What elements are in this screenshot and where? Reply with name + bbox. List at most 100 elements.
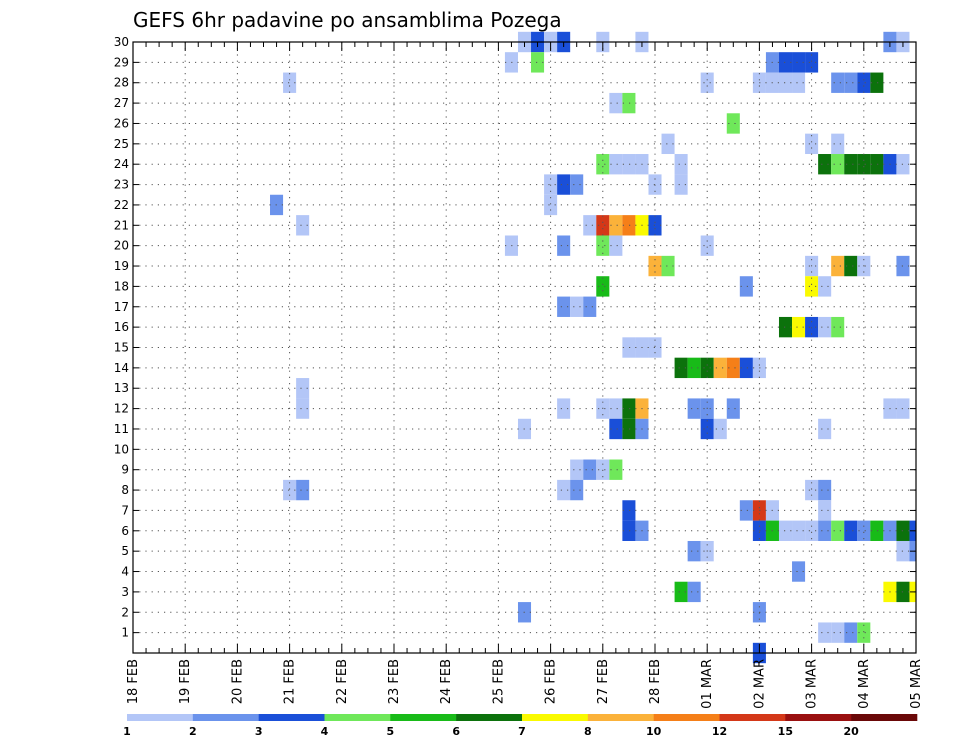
heatmap-cell: [570, 174, 584, 195]
heatmap-cell: [792, 520, 806, 541]
heatmap-cell: [583, 459, 597, 480]
legend-color-swatch: [522, 714, 589, 721]
x-tick-label: 26 FEB: [544, 659, 559, 704]
legend-color-swatch: [324, 714, 391, 721]
legend-color-swatch: [653, 714, 720, 721]
legend-label: 10: [646, 725, 662, 738]
heatmap-cell: [609, 92, 623, 114]
y-tick-label: 26: [114, 116, 129, 130]
heatmap-cell: [557, 479, 571, 501]
heatmap-cell: [818, 622, 832, 643]
y-tick-label: 14: [114, 361, 129, 375]
legend-label: 12: [712, 725, 727, 738]
heatmap-cell: [648, 337, 662, 358]
heatmap-cell: [792, 316, 806, 338]
heatmap-cell: [831, 316, 845, 338]
heatmap-cell: [831, 255, 845, 277]
heatmap-cell: [661, 133, 675, 155]
heatmap-cell: [570, 479, 584, 501]
heatmap-cell: [622, 500, 636, 521]
heatmap-cell: [622, 215, 636, 236]
y-tick-label: 22: [114, 198, 129, 212]
heatmap-cell: [713, 418, 727, 440]
heatmap-cell: [687, 581, 701, 603]
x-tick-label: 18 FEB: [126, 659, 141, 704]
heatmap-cell: [622, 337, 636, 358]
heatmap-cell: [805, 52, 819, 73]
legend-color-swatch: [587, 714, 654, 721]
legend-label: 4: [321, 725, 329, 738]
y-tick-label: 12: [114, 402, 129, 416]
x-tick-label: 01 MAR: [700, 659, 715, 709]
heatmap-cell: [844, 72, 858, 93]
heatmap-cell: [739, 276, 753, 297]
heatmap-cell: [296, 378, 310, 399]
x-tick-label: 20 FEB: [230, 659, 245, 704]
legend-color-swatch: [258, 714, 325, 721]
heatmap-cell: [792, 561, 806, 582]
heatmap-cells: [270, 31, 916, 664]
heatmap-cell: [778, 520, 793, 541]
heatmap-cell: [622, 398, 636, 419]
legend-label: 20: [844, 725, 860, 738]
heatmap-cell: [844, 154, 858, 175]
y-tick-label: 6: [121, 524, 129, 538]
heatmap-cell: [805, 479, 819, 501]
legend-label: 15: [778, 725, 793, 738]
heatmap-cell: [596, 235, 610, 256]
y-tick-label: 17: [114, 300, 129, 314]
legend-color-swatch: [785, 714, 852, 721]
y-tick-label: 27: [114, 96, 129, 110]
heatmap-cell: [844, 622, 858, 643]
heatmap-cell: [687, 398, 701, 419]
heatmap-cell: [674, 174, 688, 195]
heatmap-cell: [622, 418, 636, 440]
legend-label: 5: [387, 725, 395, 738]
heatmap-cell: [648, 215, 662, 236]
heatmap-cell: [831, 72, 845, 93]
heatmap-cell: [818, 316, 832, 338]
heatmap-cell: [648, 174, 662, 195]
legend-color-swatch: [192, 714, 259, 721]
heatmap-cell: [531, 52, 545, 73]
heatmap-cell: [778, 316, 793, 338]
heatmap-cell: [557, 235, 571, 256]
heatmap-cell: [713, 357, 727, 379]
heatmap-cell: [792, 72, 806, 93]
y-tick-label: 10: [114, 442, 129, 456]
y-tick-label: 13: [114, 381, 129, 395]
heatmap-cell: [609, 215, 623, 236]
x-tick-label: 28 FEB: [648, 659, 663, 704]
heatmap-cell: [818, 276, 832, 297]
x-tick-label: 23 FEB: [387, 659, 402, 704]
heatmap-cell: [596, 459, 610, 480]
heatmap-cell: [844, 255, 858, 277]
heatmap-cell: [844, 520, 858, 541]
heatmap-cell: [831, 520, 845, 541]
y-tick-label: 7: [121, 503, 129, 517]
heatmap-cell: [687, 540, 701, 562]
heatmap-cell: [831, 154, 845, 175]
heatmap-cell: [818, 520, 832, 541]
heatmap-cell: [778, 52, 793, 73]
heatmap-cell: [296, 215, 310, 236]
y-tick-label: 19: [114, 259, 129, 273]
legend-label: 6: [452, 725, 460, 738]
y-tick-label: 16: [114, 320, 129, 334]
heatmap-cell: [831, 622, 845, 643]
heatmap-cell: [857, 72, 871, 93]
heatmap-cell: [870, 154, 884, 175]
heatmap-cell: [570, 296, 584, 317]
legend-label: 7: [518, 725, 526, 738]
y-tick-label: 24: [114, 157, 129, 171]
heatmap-cell: [700, 72, 714, 93]
legend-color-swatch: [456, 714, 523, 721]
heatmap-cell: [570, 459, 584, 480]
legend-label: 2: [189, 725, 197, 738]
legend-color-swatch: [851, 714, 918, 721]
heatmap-cell: [700, 418, 714, 440]
heatmap-cell: [674, 154, 688, 175]
heatmap-cell: [544, 174, 558, 195]
y-tick-label: 5: [121, 544, 129, 558]
heatmap-cell: [792, 52, 806, 73]
